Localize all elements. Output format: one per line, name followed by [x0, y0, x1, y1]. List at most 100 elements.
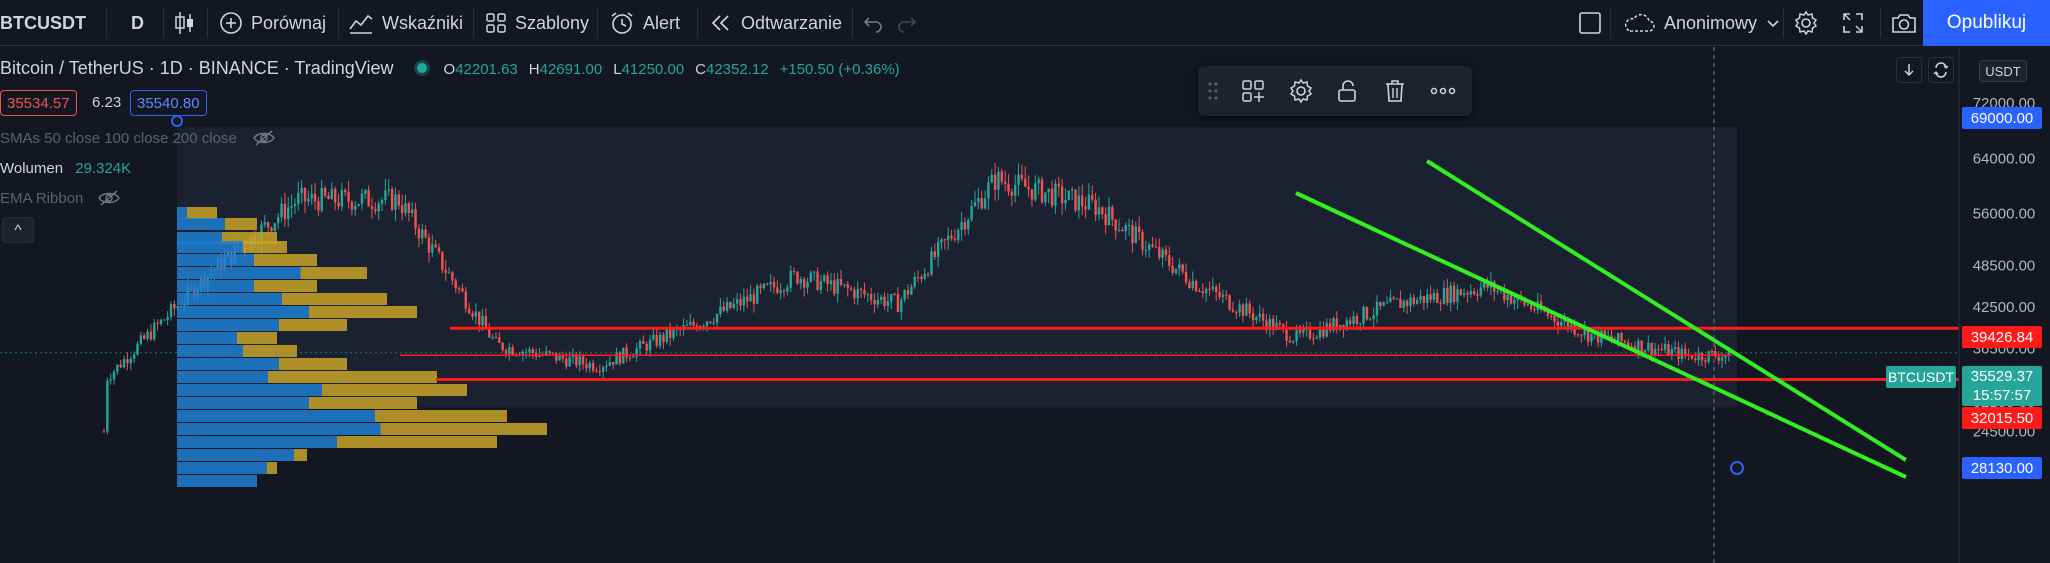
- volume-label: Wolumen: [0, 160, 64, 177]
- currency-label[interactable]: USDT: [1979, 60, 2027, 82]
- candle-body: [484, 316, 488, 329]
- candle-body: [1235, 311, 1238, 313]
- price-chart[interactable]: 72000.0064000.0056000.0048500.0042500.00…: [0, 47, 2050, 563]
- gear-icon: [1794, 10, 1818, 36]
- candle-body: [404, 203, 407, 214]
- layout-button[interactable]: [1578, 0, 1610, 46]
- templates-button[interactable]: Szablony: [485, 0, 589, 46]
- candle-body: [1707, 351, 1710, 362]
- candle-body: [1034, 183, 1037, 200]
- top-toolbar: BTCUSDT D Porównaj Wskaźniki Szablony Al…: [0, 0, 2050, 46]
- sma-indicator[interactable]: SMAs 50 close 100 close 200 close: [0, 130, 275, 147]
- symbol-title[interactable]: Bitcoin / TetherUS · 1D · BINANCE · Trad…: [0, 58, 394, 78]
- eye-off-icon[interactable]: [97, 190, 120, 206]
- candle-body: [1318, 328, 1322, 338]
- undo-button[interactable]: [862, 0, 892, 46]
- candle-body: [169, 304, 173, 317]
- candle-body: [1024, 178, 1027, 187]
- candle-body: [132, 354, 136, 359]
- indicators-button[interactable]: Wskaźniki: [348, 0, 463, 46]
- candle-body: [853, 289, 856, 299]
- candle-body: [742, 296, 746, 306]
- publish-button[interactable]: Opublikuj: [1923, 0, 2050, 46]
- candle-body: [578, 356, 581, 366]
- drawing-handle[interactable]: [171, 115, 183, 127]
- candle-body: [1663, 344, 1667, 350]
- candle-body: [1627, 342, 1630, 347]
- template-icon[interactable]: [1238, 76, 1268, 106]
- replay-button[interactable]: Odtwarzanie: [709, 0, 842, 46]
- candle-body: [1690, 354, 1694, 359]
- legend-collapse-button[interactable]: ^: [2, 217, 34, 243]
- candle-body: [575, 354, 578, 366]
- candle-body: [1449, 285, 1452, 303]
- drag-handle-icon[interactable]: [1204, 76, 1222, 106]
- drawing-handle[interactable]: [1730, 461, 1744, 475]
- unlock-icon[interactable]: [1332, 76, 1362, 106]
- candle-body: [987, 182, 990, 199]
- snapshot-button[interactable]: [1890, 0, 1926, 46]
- candle-body: [1295, 330, 1298, 342]
- rewind-icon: [711, 15, 729, 31]
- candle-body: [591, 362, 595, 371]
- user-menu[interactable]: Anonimowy: [1622, 0, 1789, 46]
- horizontal-lines[interactable]: [0, 326, 1959, 382]
- candle-body: [799, 279, 802, 284]
- candle-body: [129, 358, 132, 364]
- buy-price-button[interactable]: 35540.80: [130, 90, 207, 116]
- more-options-icon[interactable]: [1428, 76, 1458, 106]
- candle-body: [1218, 291, 1221, 297]
- candle-body: [1479, 287, 1483, 296]
- settings-button[interactable]: [1793, 0, 1827, 46]
- ema-ribbon-indicator[interactable]: EMA Ribbon: [0, 190, 120, 207]
- alert-button[interactable]: Alert: [609, 0, 680, 46]
- trendlines[interactable]: [1295, 159, 1908, 479]
- candle-body: [1111, 206, 1114, 220]
- candle-body: [1030, 189, 1034, 200]
- candle-body: [943, 239, 947, 241]
- symbol-search-button[interactable]: BTCUSDT: [0, 12, 86, 33]
- candle-body: [106, 380, 109, 432]
- candle-body: [1265, 320, 1268, 331]
- candle-body: [1523, 299, 1526, 306]
- candle-body: [424, 229, 427, 238]
- candle-body: [997, 171, 1000, 190]
- candle-body: [454, 280, 457, 289]
- candle-body: [394, 194, 397, 210]
- candle-body: [866, 294, 869, 296]
- volume-indicator[interactable]: Wolumen 29.324K: [0, 160, 131, 177]
- interval-button[interactable]: D: [131, 12, 144, 33]
- chart-type-button[interactable]: [174, 0, 204, 46]
- scroll-to-end-button[interactable]: [1896, 57, 1922, 83]
- candle-body: [1174, 268, 1178, 274]
- candle-body: [116, 364, 119, 372]
- candle-body: [471, 313, 474, 317]
- trash-icon[interactable]: [1380, 76, 1410, 106]
- candle-body: [491, 337, 494, 339]
- candle-body: [427, 237, 431, 253]
- candle-body: [1402, 300, 1405, 308]
- redo-button[interactable]: [896, 0, 926, 46]
- candle-body: [1007, 183, 1010, 192]
- candle-body: [1087, 194, 1091, 210]
- candle-body: [1171, 265, 1174, 274]
- fullscreen-button[interactable]: [1842, 0, 1872, 46]
- expand-icon: [1843, 13, 1863, 33]
- gear-icon[interactable]: [1286, 76, 1316, 106]
- eye-off-icon[interactable]: [253, 130, 275, 146]
- volume-profile-bar: [177, 267, 301, 279]
- price-label-28130: 28130.00: [1962, 457, 2042, 479]
- candle-body: [668, 329, 672, 339]
- auto-scale-button[interactable]: [1928, 57, 1954, 83]
- compare-button[interactable]: Porównaj: [219, 0, 326, 46]
- candle-body: [672, 329, 675, 339]
- candle-body: [739, 299, 742, 306]
- candle-body: [1472, 291, 1476, 295]
- sell-price-button[interactable]: 35534.57: [0, 90, 77, 116]
- candle-body: [1251, 313, 1255, 321]
- candle-body: [809, 272, 813, 282]
- candle-body: [1620, 333, 1623, 341]
- candle-body: [1412, 297, 1416, 304]
- candle-body: [1476, 294, 1479, 296]
- candle-body: [397, 194, 400, 206]
